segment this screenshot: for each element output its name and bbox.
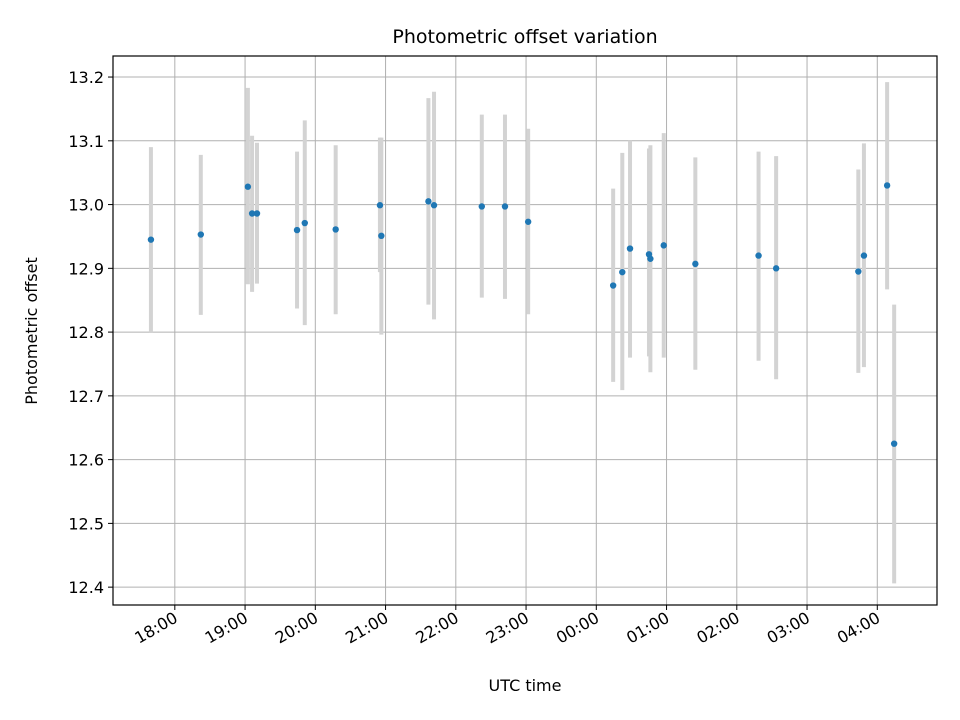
y-tick-label: 12.5: [68, 514, 104, 533]
data-point: [619, 268, 626, 276]
data-point: [147, 236, 155, 243]
data-point: [692, 260, 699, 268]
x-axis-ticks: 18:00 19:00 20:00 21:00 22:00 23:00 00:00 01:00…: [131, 605, 883, 648]
y-tick-label: 12.9: [68, 259, 104, 278]
grid: [113, 56, 937, 605]
x-tick-label: 04:00: [834, 608, 883, 648]
data-point: [626, 245, 634, 252]
data-point: [772, 265, 780, 272]
y-axis-label: Photometric offset: [22, 257, 41, 405]
data-point: [253, 210, 261, 217]
data-point: [425, 198, 432, 205]
data-point: [378, 232, 385, 240]
data-point: [376, 202, 384, 209]
chart-title: Photometric offset variation: [392, 26, 657, 48]
data-point: [660, 242, 667, 249]
data-point: [197, 231, 205, 238]
data-point: [430, 202, 438, 209]
data-point: [647, 255, 654, 262]
x-tick-label: 19:00: [202, 608, 251, 648]
data-markers: [147, 182, 898, 447]
y-axis-ticks: 12.4 12.5 12.6 12.7 12.8 12.9 13.0 13.1 13.2: [68, 68, 113, 597]
x-tick-label: 18:00: [131, 608, 180, 648]
y-tick-label: 13.1: [68, 132, 104, 151]
data-point: [890, 440, 898, 447]
plot-frame: [112, 55, 938, 606]
data-point: [248, 210, 256, 217]
data-point: [524, 218, 532, 225]
data-point: [883, 182, 891, 189]
x-tick-label: 23:00: [483, 608, 532, 648]
data-point: [501, 203, 509, 210]
x-tick-label: 22:00: [412, 608, 461, 648]
data-point: [860, 252, 868, 259]
x-tick-label: 20:00: [272, 608, 321, 648]
x-tick-label: 03:00: [764, 608, 813, 648]
data-point: [293, 226, 301, 234]
y-tick-label: 12.4: [68, 578, 104, 597]
x-tick-label: 00:00: [553, 608, 602, 648]
y-tick-label: 13.2: [68, 68, 104, 87]
x-axis-label: UTC time: [489, 676, 562, 695]
x-tick-label: 01:00: [623, 608, 672, 648]
data-point: [478, 203, 485, 210]
data-point: [755, 252, 762, 259]
y-tick-label: 12.8: [68, 323, 104, 342]
data-point: [332, 226, 339, 233]
data-point: [609, 282, 617, 289]
errorbars: [148, 82, 897, 584]
y-tick-label: 12.7: [68, 387, 104, 406]
data-point: [855, 268, 862, 275]
y-tick-label: 12.6: [68, 451, 104, 470]
y-tick-label: 13.0: [68, 196, 104, 215]
x-tick-label: 21:00: [342, 608, 391, 648]
data-point: [301, 219, 308, 227]
x-tick-label: 02:00: [693, 608, 742, 648]
data-point: [244, 183, 252, 190]
